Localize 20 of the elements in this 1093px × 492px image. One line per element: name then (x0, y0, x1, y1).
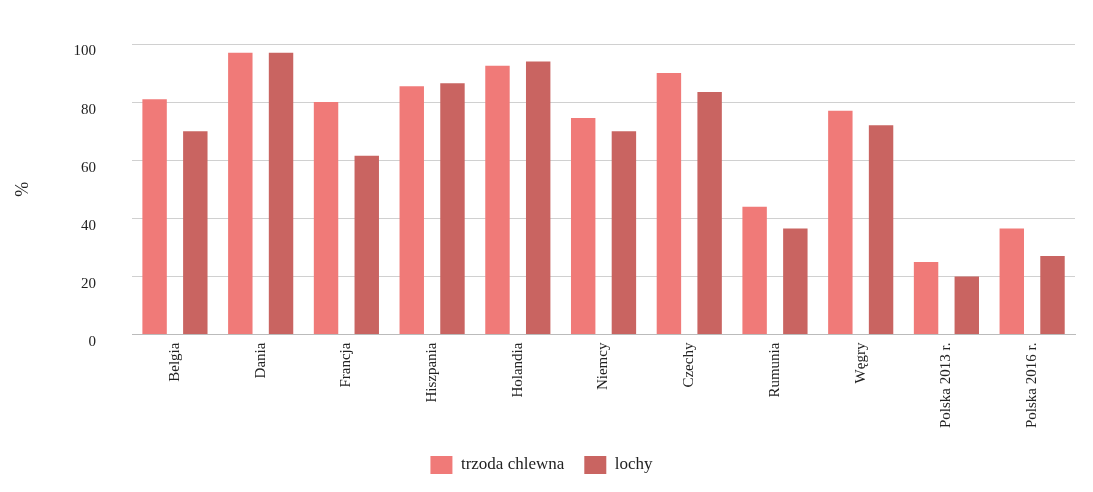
x-tick-label: Polska 2016 r. (1023, 342, 1040, 429)
y-axis-title: % (11, 181, 32, 197)
legend-label: trzoda chlewna (460, 454, 565, 474)
legend-label: lochy (614, 454, 654, 474)
x-tick-label: Niemcy (594, 342, 611, 391)
y-tick-label: 60 (81, 158, 97, 175)
y-tick-label: 0 (88, 333, 97, 350)
x-tick-label: Polska 2013 r. (937, 342, 954, 429)
x-tick-label: Węgry (851, 342, 868, 384)
x-tick-label: Francja (337, 342, 354, 388)
y-tick-label: 80 (81, 100, 97, 117)
x-tick-label: Belgia (165, 342, 182, 382)
y-tick-label: 20 (81, 274, 97, 291)
x-tick-label: Dania (251, 342, 268, 379)
x-tick-label: Rumunia (765, 342, 782, 398)
y-tick-label: 100 (73, 42, 97, 59)
y-tick-label: 40 (81, 216, 97, 233)
x-tick-label: Hiszpania (423, 342, 440, 403)
x-tick-label: Czechy (680, 342, 697, 388)
x-tick-label: Holandia (508, 342, 525, 398)
